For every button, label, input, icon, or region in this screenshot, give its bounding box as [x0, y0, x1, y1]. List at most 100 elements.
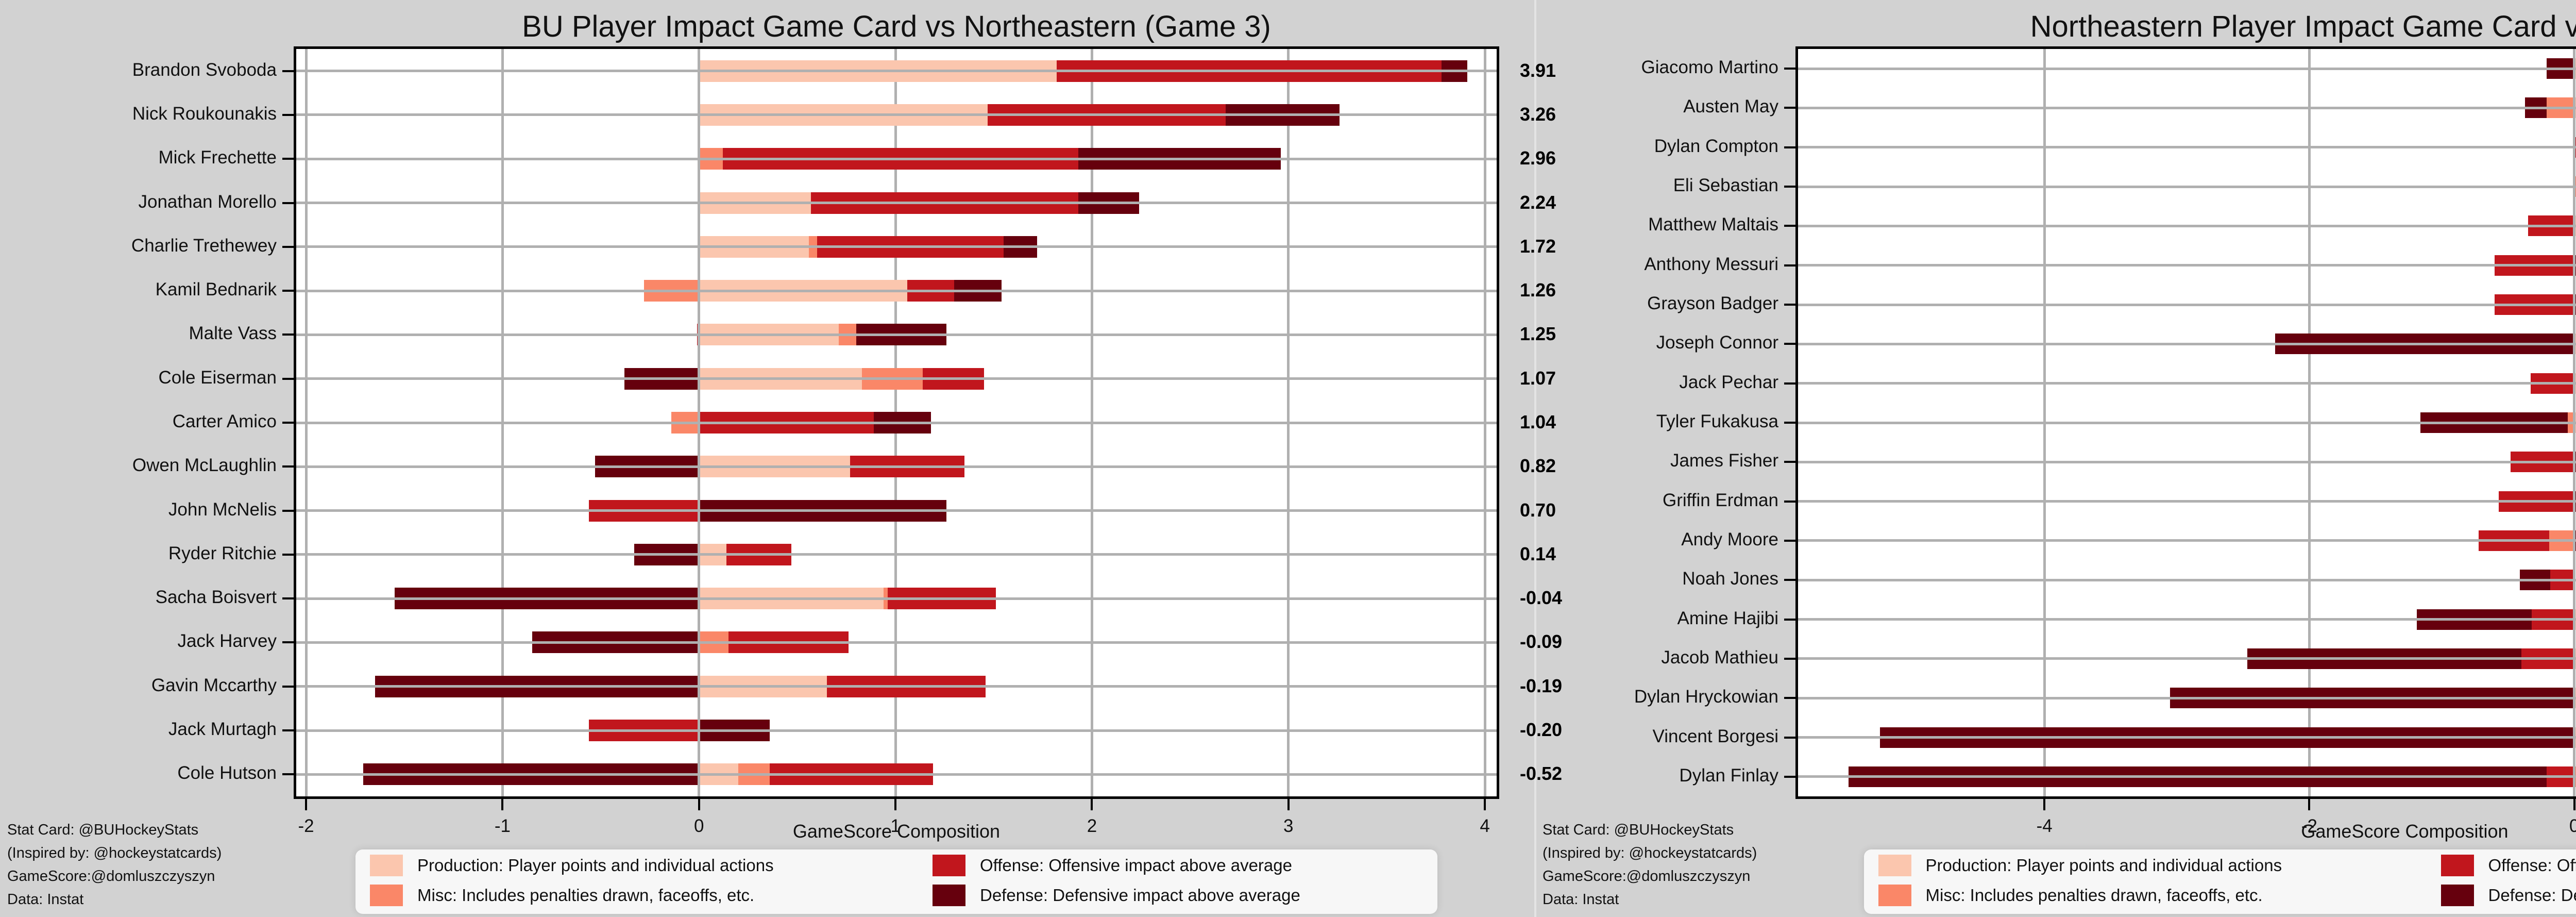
- gridline-horizontal: [296, 70, 1497, 73]
- player-total-label: 3.91: [1520, 59, 1556, 81]
- plot-area: [294, 46, 1499, 799]
- legend-swatch-defense-icon: [933, 885, 965, 906]
- y-axis-tick: [1784, 461, 1795, 463]
- y-axis-tick: [1784, 264, 1795, 266]
- player-name-label: Ryder Ritchie: [168, 543, 277, 563]
- y-axis-tick: [282, 245, 294, 248]
- x-tick-label: -2: [298, 816, 314, 836]
- player-total-label: -0.04: [1520, 587, 1563, 609]
- y-axis-tick: [1784, 107, 1795, 109]
- x-axis-tick: [305, 799, 308, 810]
- y-axis-tick: [1784, 618, 1795, 621]
- legend-item-offense: Offense: Offensive impact above average: [2441, 855, 2576, 876]
- player-name-label: Dylan Compton: [1654, 136, 1778, 156]
- legend-item-label: Misc: Includes penalties drawn, faceoffs…: [1925, 886, 2263, 905]
- gridline-horizontal: [1798, 578, 2576, 581]
- player-name-label: Jack Murtagh: [168, 719, 277, 740]
- player-name-label: Noah Jones: [1682, 569, 1778, 589]
- chart-title: BU Player Impact Game Card vs Northeaste…: [522, 10, 1271, 43]
- gridline-horizontal: [1798, 224, 2576, 227]
- y-axis-tick: [282, 685, 294, 688]
- player-name-label: Joseph Connor: [1656, 332, 1778, 353]
- credit-text: Stat Card: @BUHockeyStats (Inspired by: …: [7, 822, 222, 908]
- x-tick-label: -2: [2301, 816, 2317, 836]
- gridline-horizontal: [1798, 775, 2576, 778]
- player-total-label: 1.72: [1520, 235, 1556, 257]
- player-name-label: Dylan Finlay: [1679, 765, 1778, 786]
- x-axis-tick: [894, 799, 897, 810]
- legend-item-defense: Defense: Defensive impact above average: [2441, 885, 2576, 906]
- gridline-horizontal: [296, 553, 1497, 556]
- legend-item-label: Defense: Defensive impact above average: [2488, 886, 2576, 905]
- gridline-horizontal: [296, 157, 1497, 160]
- legend: Production: Player points and individual…: [355, 849, 1437, 914]
- credit-text: Stat Card: @BUHockeyStats (Inspired by: …: [1543, 822, 1757, 908]
- player-name-label: Jonathan Morello: [138, 191, 277, 212]
- gridline-horizontal: [1798, 421, 2576, 424]
- x-axis-tick: [2308, 799, 2311, 810]
- gridline-horizontal: [296, 245, 1497, 248]
- y-axis-tick: [1784, 304, 1795, 306]
- y-axis-tick: [282, 334, 294, 336]
- plot-area: [1795, 46, 2576, 799]
- chart-panel: Northeastern Player Impact Game Card vs …: [1535, 0, 2576, 917]
- player-total-label: 1.26: [1520, 279, 1556, 301]
- y-axis-tick: [282, 597, 294, 600]
- gridline-horizontal: [1798, 106, 2576, 109]
- legend-item-label: Defense: Defensive impact above average: [980, 886, 1300, 905]
- player-name-label: Nick Roukounakis: [132, 103, 277, 124]
- y-axis-tick: [1784, 579, 1795, 581]
- player-total-label: 1.04: [1520, 411, 1556, 432]
- player-name-label: Malte Vass: [189, 323, 277, 344]
- player-name-label: Charlie Trethewey: [131, 235, 277, 256]
- legend-item-label: Production: Player points and individual…: [1925, 856, 2282, 875]
- legend-swatch-production-icon: [370, 855, 403, 876]
- gridline-horizontal: [1798, 539, 2576, 542]
- player-name-label: Carter Amico: [172, 411, 277, 431]
- y-axis-tick: [1784, 422, 1795, 424]
- player-name-label: Kamil Bednarik: [155, 279, 277, 300]
- gridline-horizontal: [1798, 146, 2576, 149]
- gridline-horizontal: [1798, 736, 2576, 739]
- player-total-label: 2.96: [1520, 147, 1556, 169]
- player-name-label: Brandon Svoboda: [132, 59, 277, 80]
- y-axis-tick: [282, 773, 294, 776]
- gridline-horizontal: [1798, 185, 2576, 188]
- gridline-horizontal: [1798, 303, 2576, 306]
- x-axis-tick: [1091, 799, 1093, 810]
- y-axis-tick: [282, 290, 294, 292]
- gridline-horizontal: [1798, 618, 2576, 621]
- gridline-horizontal: [296, 377, 1497, 380]
- player-name-label: Gavin Mccarthy: [151, 675, 277, 695]
- player-name-label: Eli Sebastian: [1673, 175, 1778, 196]
- y-axis-tick: [282, 465, 294, 468]
- y-axis-tick: [1784, 68, 1795, 70]
- x-tick-label: 4: [1480, 816, 1490, 836]
- gridline-horizontal: [296, 289, 1497, 292]
- y-axis-tick: [282, 509, 294, 512]
- gridline-horizontal: [296, 333, 1497, 336]
- x-axis-tick: [2573, 799, 2575, 810]
- player-total-label: 0.14: [1520, 543, 1556, 564]
- y-axis-tick: [282, 422, 294, 424]
- gridline-horizontal: [296, 202, 1497, 205]
- y-axis-tick: [282, 70, 294, 72]
- legend-item-label: Misc: Includes penalties drawn, faceoffs…: [417, 886, 755, 905]
- y-axis-tick: [1784, 225, 1795, 227]
- y-axis-tick: [282, 729, 294, 732]
- player-total-label: -0.20: [1520, 719, 1563, 741]
- x-tick-label: -4: [2036, 816, 2053, 836]
- player-total-label: 1.07: [1520, 367, 1556, 389]
- legend-swatch-defense-icon: [2441, 885, 2474, 906]
- y-axis-tick: [1784, 343, 1795, 345]
- gridline-horizontal: [296, 641, 1497, 644]
- y-axis-tick: [1784, 736, 1795, 739]
- legend-swatch-misc-icon: [370, 885, 403, 906]
- y-axis-tick: [282, 553, 294, 556]
- gridline-horizontal: [296, 773, 1497, 776]
- player-total-label: 3.26: [1520, 103, 1556, 125]
- x-tick-label: 0: [694, 816, 704, 836]
- player-total-label: 1.25: [1520, 323, 1556, 345]
- y-axis-tick: [282, 158, 294, 160]
